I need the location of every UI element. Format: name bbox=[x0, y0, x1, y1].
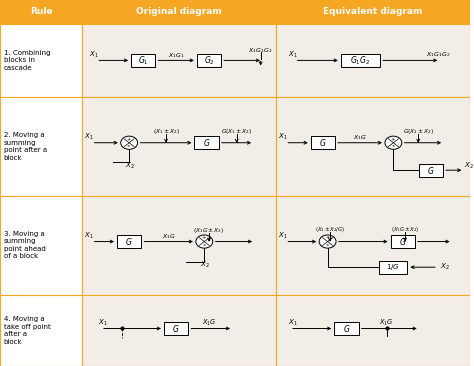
Bar bbox=[276, 97, 470, 196]
Bar bbox=[276, 196, 470, 295]
Bar bbox=[82, 97, 276, 196]
Text: $G$: $G$ bbox=[319, 137, 327, 148]
Bar bbox=[334, 322, 359, 335]
Text: $X_1G_1$: $X_1G_1$ bbox=[168, 51, 184, 60]
Text: ±: ± bbox=[202, 243, 206, 247]
Text: 1. Combining
blocks in
cascade: 1. Combining blocks in cascade bbox=[4, 50, 50, 71]
Text: 3. Moving a
summing
point ahead
of a block: 3. Moving a summing point ahead of a blo… bbox=[4, 231, 46, 259]
Text: $X_1$: $X_1$ bbox=[84, 231, 94, 241]
Text: $X_1$: $X_1$ bbox=[84, 132, 94, 142]
Text: 2. Moving a
summing
point after a
block: 2. Moving a summing point after a block bbox=[4, 132, 47, 161]
Text: $X_2$: $X_2$ bbox=[440, 262, 450, 272]
Text: $X_1G$: $X_1G$ bbox=[353, 133, 367, 142]
Bar bbox=[117, 235, 141, 248]
Text: $X_2$: $X_2$ bbox=[201, 260, 210, 270]
Text: $1/G$: $1/G$ bbox=[386, 262, 401, 272]
Bar bbox=[0, 295, 82, 366]
Text: $X_2$: $X_2$ bbox=[464, 161, 474, 171]
Text: ±: ± bbox=[127, 144, 130, 148]
Text: +: + bbox=[127, 137, 131, 142]
Circle shape bbox=[319, 235, 336, 248]
Circle shape bbox=[196, 235, 213, 248]
Text: $X_1$: $X_1$ bbox=[99, 318, 108, 328]
Bar bbox=[0, 24, 82, 97]
Bar bbox=[82, 196, 276, 295]
Text: +: + bbox=[202, 235, 206, 240]
Text: ±: ± bbox=[326, 243, 329, 247]
Circle shape bbox=[385, 136, 402, 149]
Text: $(X_1\pm X_2)$: $(X_1\pm X_2)$ bbox=[153, 127, 180, 136]
Text: $X_1$: $X_1$ bbox=[288, 50, 297, 60]
Text: $X_2$: $X_2$ bbox=[125, 160, 135, 171]
Text: $G$: $G$ bbox=[203, 137, 210, 148]
Text: $G(X_1\pm X_2)$: $G(X_1\pm X_2)$ bbox=[221, 127, 253, 136]
Text: ±: ± bbox=[391, 144, 395, 148]
Text: $X_1$: $X_1$ bbox=[288, 318, 297, 328]
Text: $X_1$: $X_1$ bbox=[278, 231, 288, 241]
Text: $X_1G_1G_2$: $X_1G_1G_2$ bbox=[248, 46, 273, 55]
Text: $G$: $G$ bbox=[399, 236, 407, 247]
Bar bbox=[310, 136, 335, 149]
Bar bbox=[379, 261, 408, 274]
Bar bbox=[164, 322, 188, 335]
Bar bbox=[276, 295, 470, 366]
Text: $G_2$: $G_2$ bbox=[204, 54, 214, 67]
Bar bbox=[197, 54, 221, 67]
Text: $G_1G_2$: $G_1G_2$ bbox=[350, 54, 371, 67]
Bar bbox=[0, 97, 82, 196]
Text: Rule: Rule bbox=[30, 7, 53, 16]
Text: $(X_1\pm X_2/G)$: $(X_1\pm X_2/G)$ bbox=[315, 225, 345, 234]
Circle shape bbox=[121, 136, 137, 149]
Text: +: + bbox=[391, 137, 395, 142]
Text: $G$: $G$ bbox=[126, 236, 133, 247]
Text: $G(X_1\pm X_2)$: $G(X_1\pm X_2)$ bbox=[402, 127, 434, 136]
Text: $(X_1G\pm X_2)$: $(X_1G\pm X_2)$ bbox=[193, 226, 225, 235]
Text: $(X_1G\pm X_2)$: $(X_1G\pm X_2)$ bbox=[391, 225, 419, 234]
Text: 4. Moving a
take off point
after a
block: 4. Moving a take off point after a block bbox=[4, 316, 51, 344]
Bar bbox=[82, 0, 276, 24]
Bar bbox=[131, 54, 155, 67]
Text: $G$: $G$ bbox=[343, 323, 350, 334]
Bar bbox=[419, 164, 443, 177]
Text: $X_1G$: $X_1G$ bbox=[379, 318, 394, 328]
Text: $G$: $G$ bbox=[173, 323, 180, 334]
Text: $X_1$: $X_1$ bbox=[89, 50, 99, 60]
Bar bbox=[82, 295, 276, 366]
Bar bbox=[0, 0, 82, 24]
Text: $X_1$: $X_1$ bbox=[278, 132, 288, 142]
Bar bbox=[0, 196, 82, 295]
Bar bbox=[276, 0, 470, 24]
Bar bbox=[82, 24, 276, 97]
Text: $G_1$: $G_1$ bbox=[138, 54, 149, 67]
Text: $X_1G$: $X_1G$ bbox=[202, 318, 217, 328]
Bar bbox=[391, 235, 415, 248]
Bar bbox=[341, 54, 380, 67]
Text: $X_1G$: $X_1G$ bbox=[162, 232, 176, 241]
Text: Original diagram: Original diagram bbox=[136, 7, 222, 16]
Bar bbox=[194, 136, 219, 149]
Bar bbox=[276, 24, 470, 97]
Text: $X_1G_1G_2$: $X_1G_1G_2$ bbox=[426, 51, 450, 59]
Text: Equivalent diagram: Equivalent diagram bbox=[323, 7, 422, 16]
Text: $G$: $G$ bbox=[427, 165, 435, 176]
Text: +: + bbox=[325, 235, 329, 240]
